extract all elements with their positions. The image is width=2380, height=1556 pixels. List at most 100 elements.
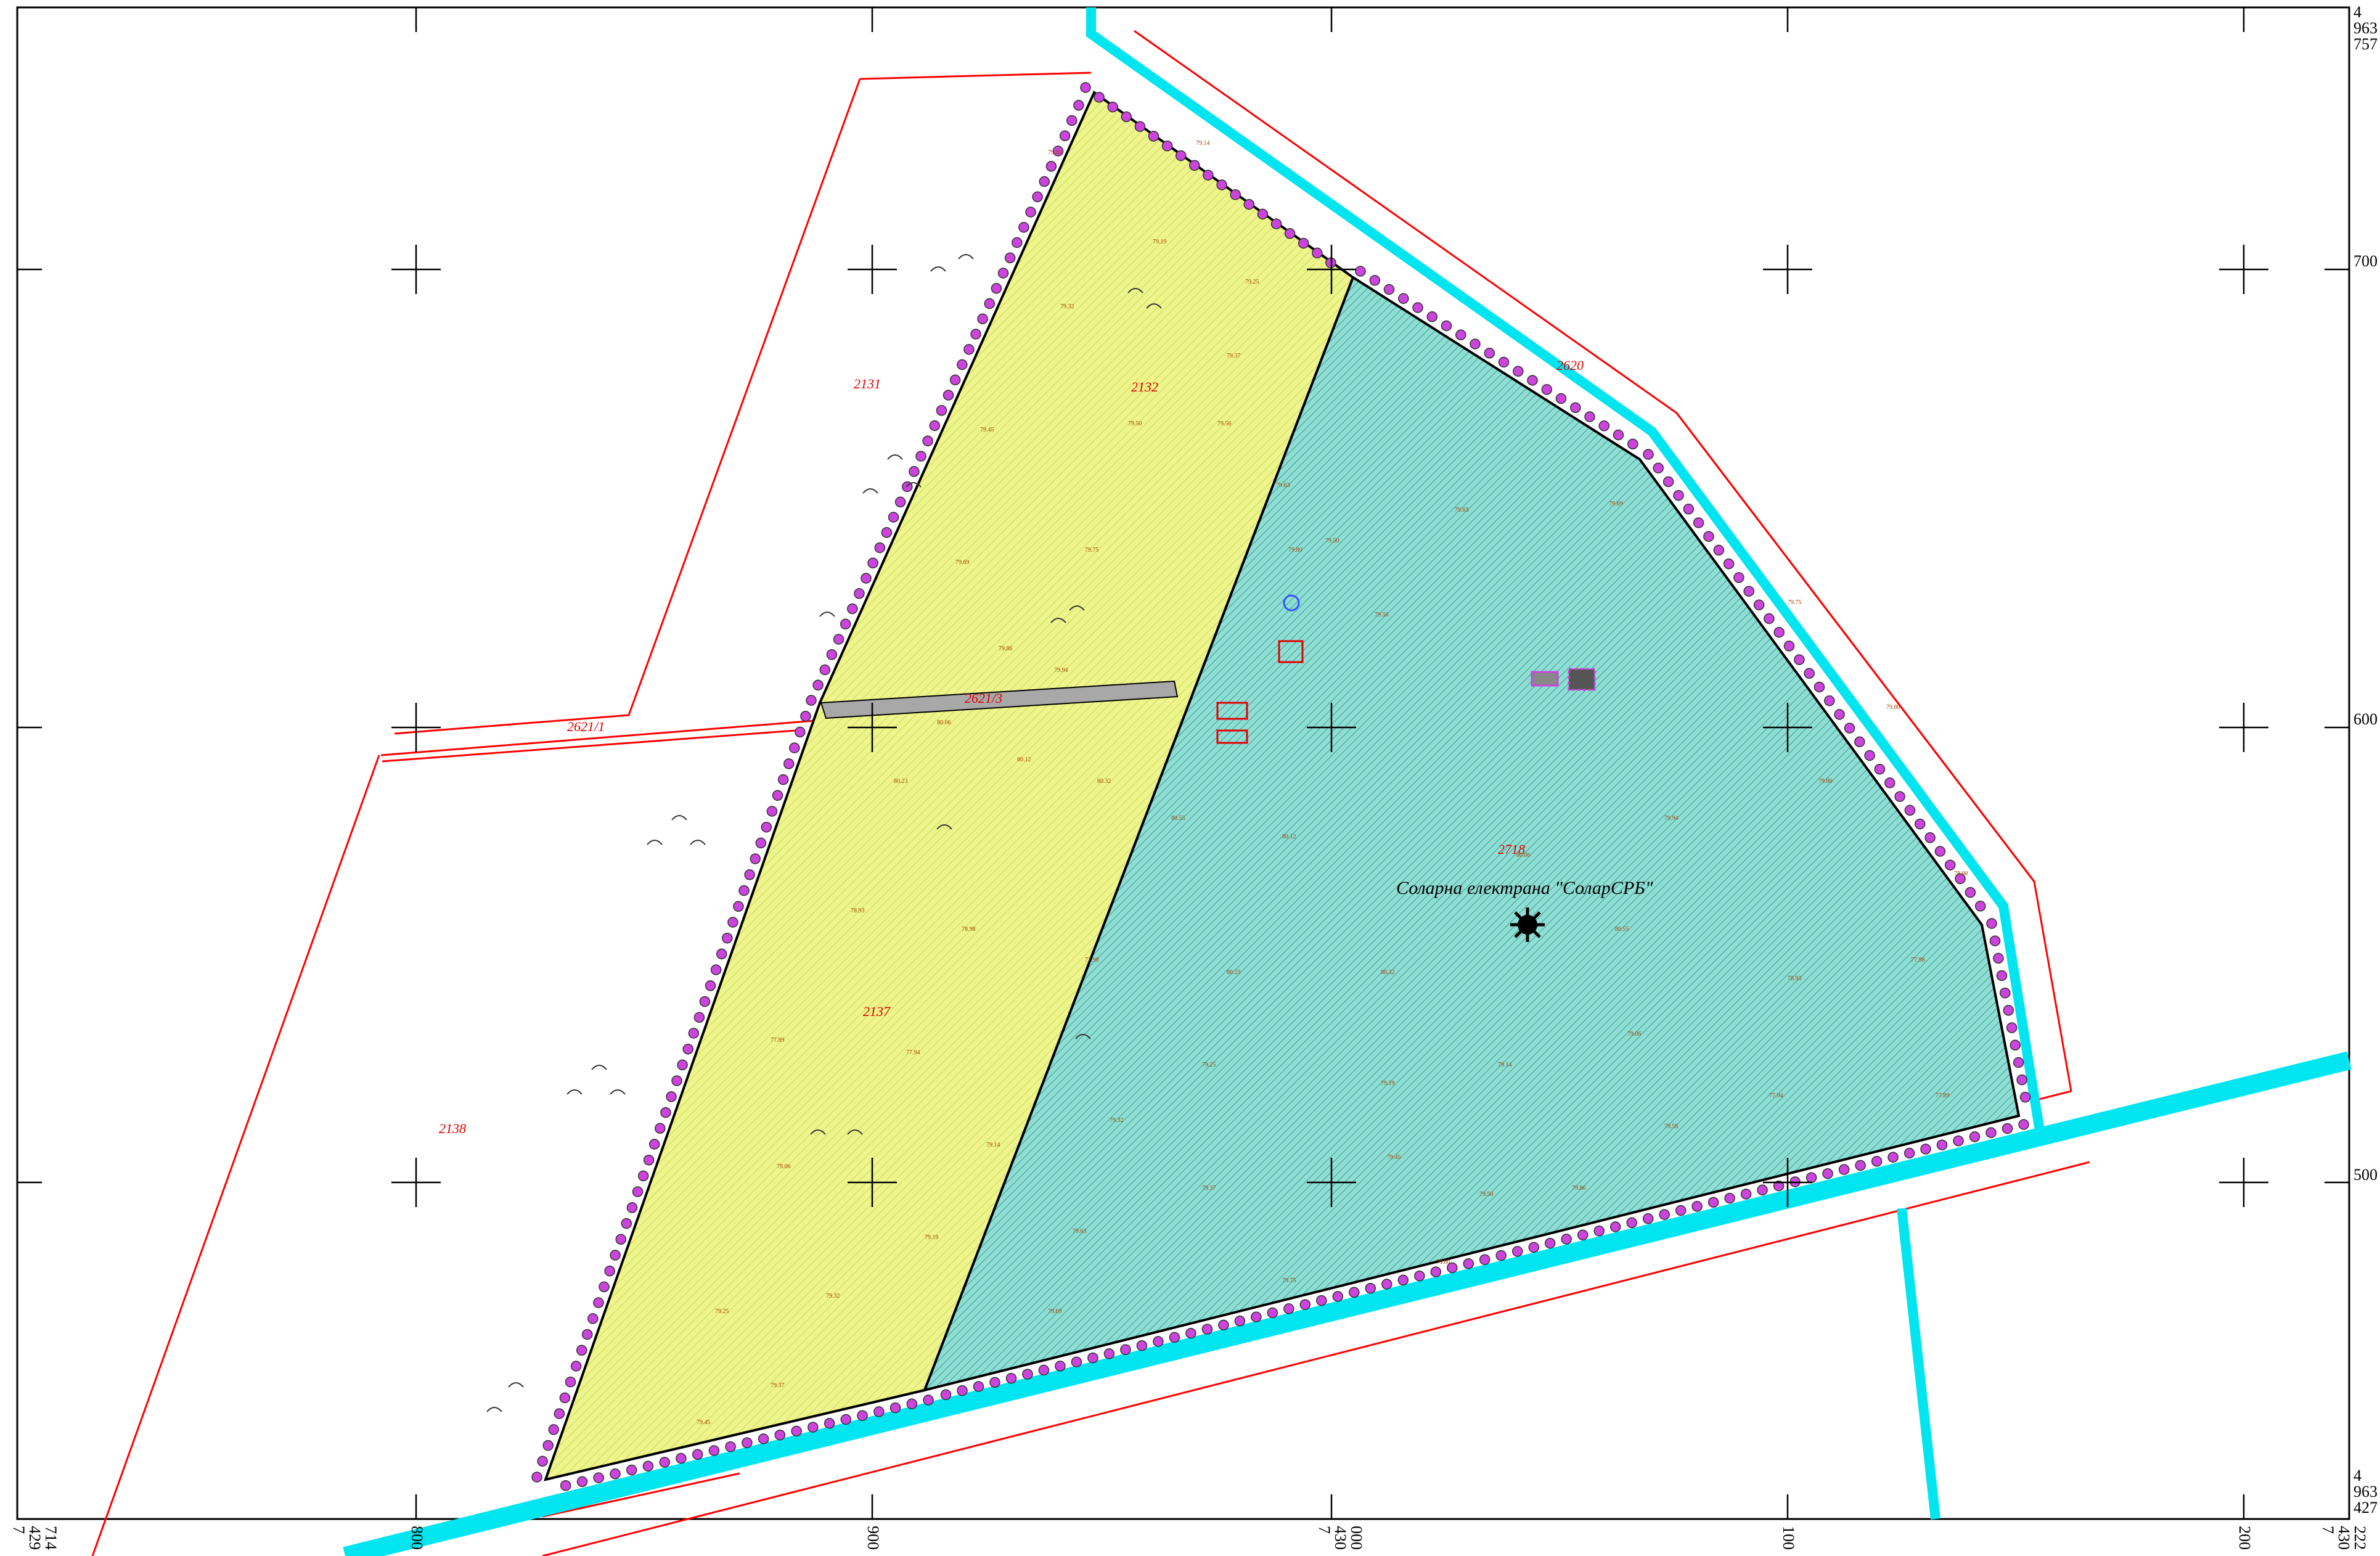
fence-post-icon [676, 1452, 687, 1464]
fence-post-icon [1764, 613, 1775, 624]
elevation-spot: 79.32 [1060, 303, 1074, 310]
axis-label: 4 [2353, 3, 2362, 21]
fence-post-icon [744, 869, 755, 880]
fence-post-icon [1251, 1311, 1262, 1322]
fence-post-icon [693, 1012, 705, 1023]
parcel-label: 2138 [439, 1121, 466, 1136]
tree-arc-icon [508, 1382, 524, 1388]
parcel-labels: 2131 2132 2621/3 2621/1 2137 2138 2718 2… [439, 358, 1584, 1136]
elevation-spot: 79.37 [1202, 1185, 1216, 1192]
grid-cross-icon [391, 703, 441, 752]
elevation-labels: 79.06 79.14 79.19 79.25 79.32 79.37 79.45 79.50… [697, 140, 1968, 1426]
fence-post-icon [1230, 189, 1241, 200]
fence-post-icon [1032, 191, 1043, 203]
inverter-box [1531, 671, 1559, 687]
fence-post-icon [1805, 1172, 1817, 1184]
fence-post-icon [1398, 293, 1409, 305]
fence-post-icon [1662, 476, 1674, 488]
fence-post-icon [1332, 1291, 1344, 1302]
parcel-label: 2137 [863, 1004, 891, 1019]
fence-post-icon [984, 298, 996, 309]
fence-post-icon [1894, 791, 1905, 802]
structures [1216, 594, 1596, 744]
fence-post-icon [847, 603, 858, 615]
fence-post-icon [1414, 1270, 1425, 1282]
elevation-spot: 79.25 [715, 1308, 729, 1315]
fence-post-icon [1944, 859, 1956, 870]
elevation-spot: 79.14 [1196, 140, 1210, 147]
fence-post-icon [1216, 179, 1227, 190]
fence-post-icon [1025, 207, 1036, 218]
axis-label: 000 [1347, 1526, 1365, 1550]
fence-post-icon [963, 344, 975, 355]
fence-post-icon [1397, 1274, 1409, 1286]
fence-post-icon [1059, 130, 1071, 142]
fence-post-icon [826, 649, 838, 660]
fence-post-icon [632, 1186, 644, 1197]
fence-post-icon [1369, 275, 1381, 286]
fence-post-icon [791, 1425, 802, 1437]
fence-post-icon [666, 1091, 677, 1102]
elevation-spot: 77.94 [1769, 1092, 1783, 1099]
fence-post-icon [2003, 1005, 2014, 1016]
fence-post-icon [1969, 1131, 1981, 1142]
fence-post-icon [1175, 150, 1187, 162]
fence-post-icon [1355, 266, 1366, 277]
fence-post-icon [1675, 1205, 1687, 1216]
axis-label: 700 [2353, 252, 2378, 270]
grid-cross-icon [391, 1158, 441, 1207]
cadastre-lines [91, 30, 2090, 1556]
fence-post-icon [560, 1480, 571, 1491]
fence-post-icon [1412, 302, 1423, 313]
grid-cross-icon [1307, 1158, 1356, 1207]
elevation-spot: 79.50 [1479, 1191, 1494, 1198]
fence-post-icon [710, 964, 722, 975]
fence-post-icon [1039, 176, 1050, 187]
grid-cross-icon [1763, 703, 1812, 752]
grid-cross-icon [2219, 245, 2268, 294]
fence-post-icon [1073, 100, 1084, 111]
fence-post-icon [1804, 668, 1815, 679]
fence-post-icon [1201, 1324, 1213, 1335]
elevation-spot: 77.89 [1936, 1092, 1950, 1099]
fence-post-icon [1936, 1139, 1948, 1150]
access-road-strip [820, 680, 1179, 719]
elevation-spot: 79.86 [1572, 1185, 1586, 1192]
fence-post-icon [824, 1418, 835, 1429]
parcel-label: 2131 [854, 376, 881, 391]
tree-arc-icon [930, 266, 946, 272]
fence-post-icon [705, 980, 716, 991]
axis-label: 7 [1315, 1526, 1333, 1534]
fence-post-icon [894, 496, 906, 508]
fence-post-icon [1871, 1156, 1883, 1167]
fence-post-icon [1381, 1279, 1392, 1290]
fence-post-icon [806, 695, 817, 706]
fence-post-icon [692, 1449, 703, 1460]
elevation-spot: 80.12 [1282, 833, 1296, 840]
box-small [1216, 702, 1248, 720]
fence-post-icon [867, 557, 878, 569]
fence-post-icon [576, 1345, 587, 1356]
grid-crosses [17, 7, 2349, 1519]
fence-post-icon [1479, 1254, 1491, 1265]
parcel-teal [922, 276, 2021, 1392]
fence-post-icon [936, 405, 947, 416]
fence-post-icon [1189, 160, 1200, 171]
tree-arcs [486, 254, 1162, 1412]
grid-cross-icon [1307, 703, 1356, 752]
axis-label: 4 [2353, 1467, 2362, 1484]
fence-post-icon [1844, 723, 1855, 734]
elevation-spot: 79.37 [1227, 353, 1241, 359]
elevation-spot: 79.25 [1202, 1062, 1216, 1068]
axis-label: 430 [1331, 1526, 1349, 1550]
fence-post-icon [1316, 1295, 1327, 1306]
fence-post-icon [1996, 970, 2008, 981]
fence-post-icon [750, 853, 761, 864]
fence-post-icon [1447, 1262, 1458, 1274]
fence-post-icon [1267, 1307, 1278, 1319]
fence-post-icon [1161, 140, 1173, 152]
fence-post-icon [777, 774, 789, 785]
fence-post-icon [1920, 1144, 1931, 1155]
fence-post-icon [537, 1456, 548, 1467]
grid-cross-icon [848, 703, 897, 752]
